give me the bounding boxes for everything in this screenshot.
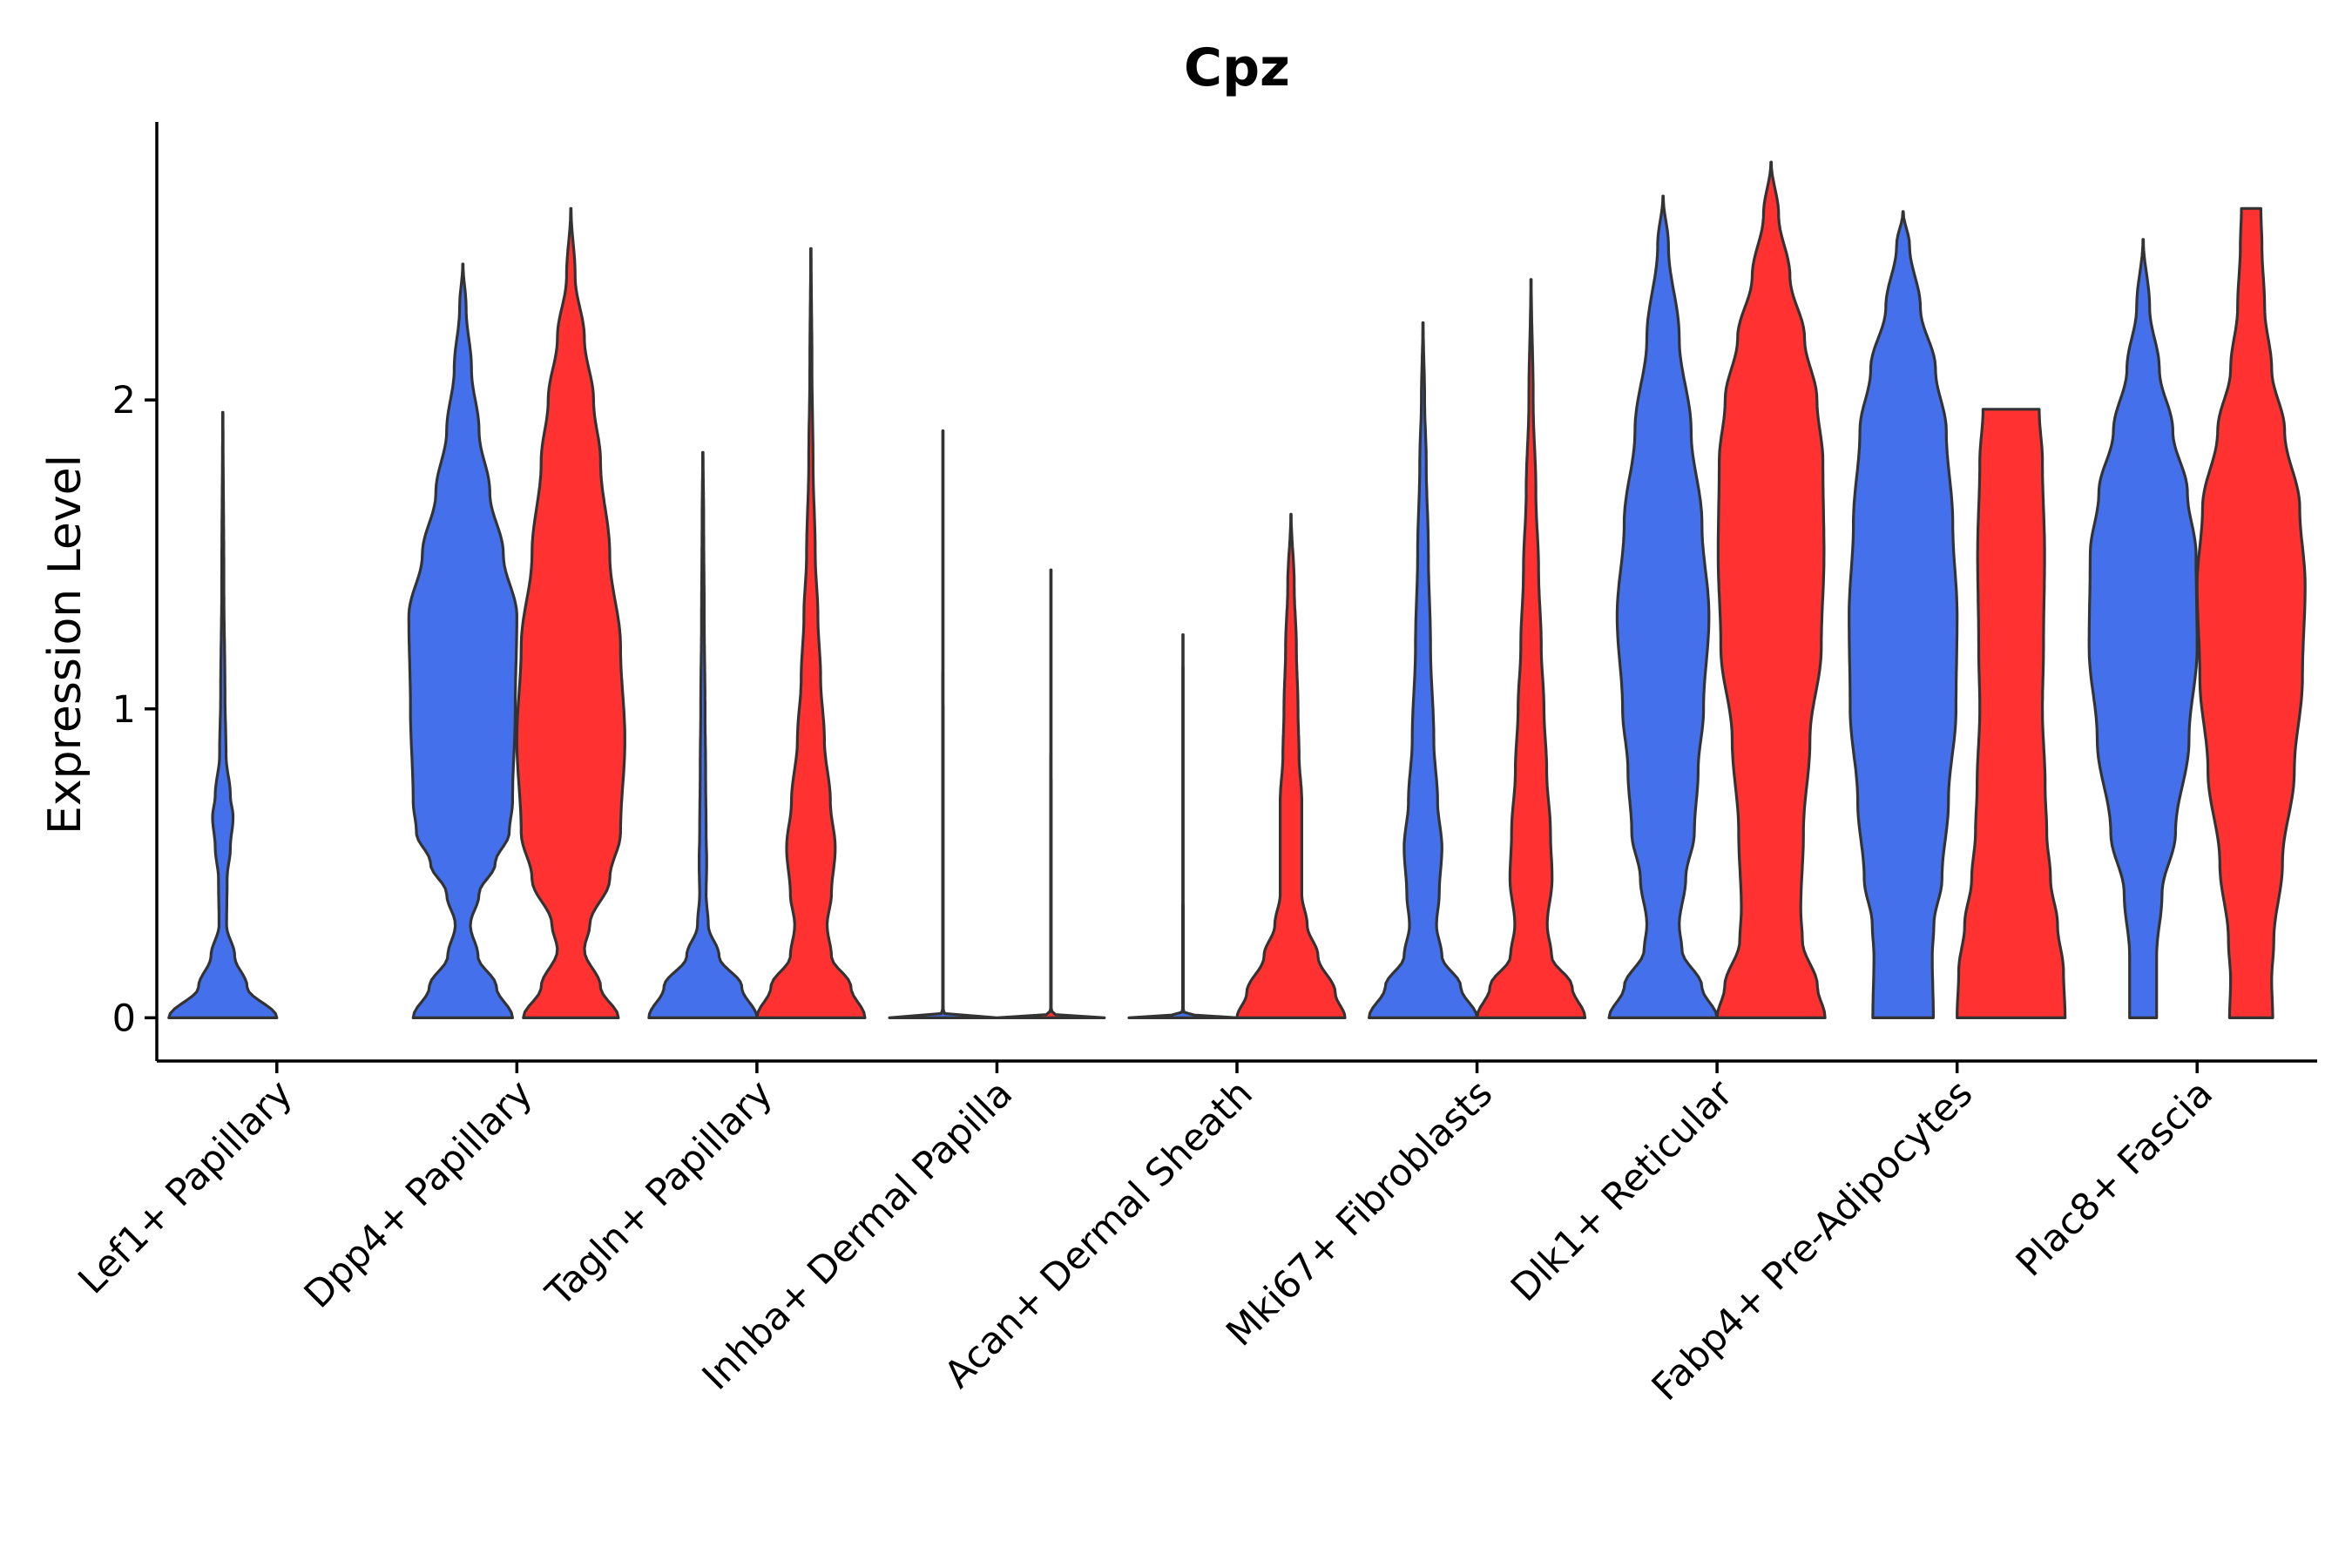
violin-acan-dermal-sheath-group-1 — [1127, 633, 1239, 1019]
x-tick-label-6: Dlk1+ Reticular — [1503, 1071, 1741, 1310]
x-tick-label-8: Plac8+ Fascia — [2008, 1071, 2221, 1285]
y-tick-label-1: 1 — [112, 688, 136, 732]
x-tick-label-2: Tagln+ Papillary — [537, 1071, 781, 1315]
chart-title: Cpz — [1184, 37, 1290, 98]
x-tick-label-5: Mki67+ Fibroblasts — [1218, 1071, 1501, 1355]
y-tick-label-2: 2 — [112, 379, 136, 422]
x-tick-label-1: Dpp4+ Papillary — [296, 1071, 541, 1316]
violin-fabp4-pre-adipocytes-group-2 — [1956, 408, 2067, 1019]
violin-lef1-papillary-group-1 — [167, 410, 279, 1019]
violin-mki67-fibroblasts-group-1 — [1368, 321, 1479, 1019]
violin-tagln-papillary-group-1 — [647, 450, 759, 1019]
violin-dlk1-reticular-group-1 — [1607, 194, 1719, 1019]
x-tick-label-0: Lef1+ Papillary — [71, 1071, 301, 1302]
violin-dpp4-papillary-group-2 — [515, 206, 626, 1019]
violin-plac8-fascia-group-1 — [2087, 238, 2199, 1019]
violin-dpp4-papillary-group-1 — [407, 262, 518, 1019]
violin-tagln-papillary-group-2 — [755, 247, 867, 1019]
violin-acan-dermal-sheath-group-2 — [1235, 512, 1347, 1019]
violin-plac8-fascia-group-2 — [2195, 206, 2307, 1019]
violin-fabp4-pre-adipocytes-group-1 — [1848, 210, 1959, 1019]
violin-inhba-dermal-papilla-group-2 — [996, 568, 1106, 1019]
violin-mki67-fibroblasts-group-2 — [1476, 278, 1587, 1019]
violin-group — [167, 160, 2307, 1019]
violin-inhba-dermal-papilla-group-1 — [888, 429, 998, 1019]
y-axis-title: Expression Level — [39, 455, 91, 835]
violin-dlk1-reticular-group-2 — [1715, 160, 1827, 1019]
y-tick-label-0: 0 — [112, 997, 136, 1040]
